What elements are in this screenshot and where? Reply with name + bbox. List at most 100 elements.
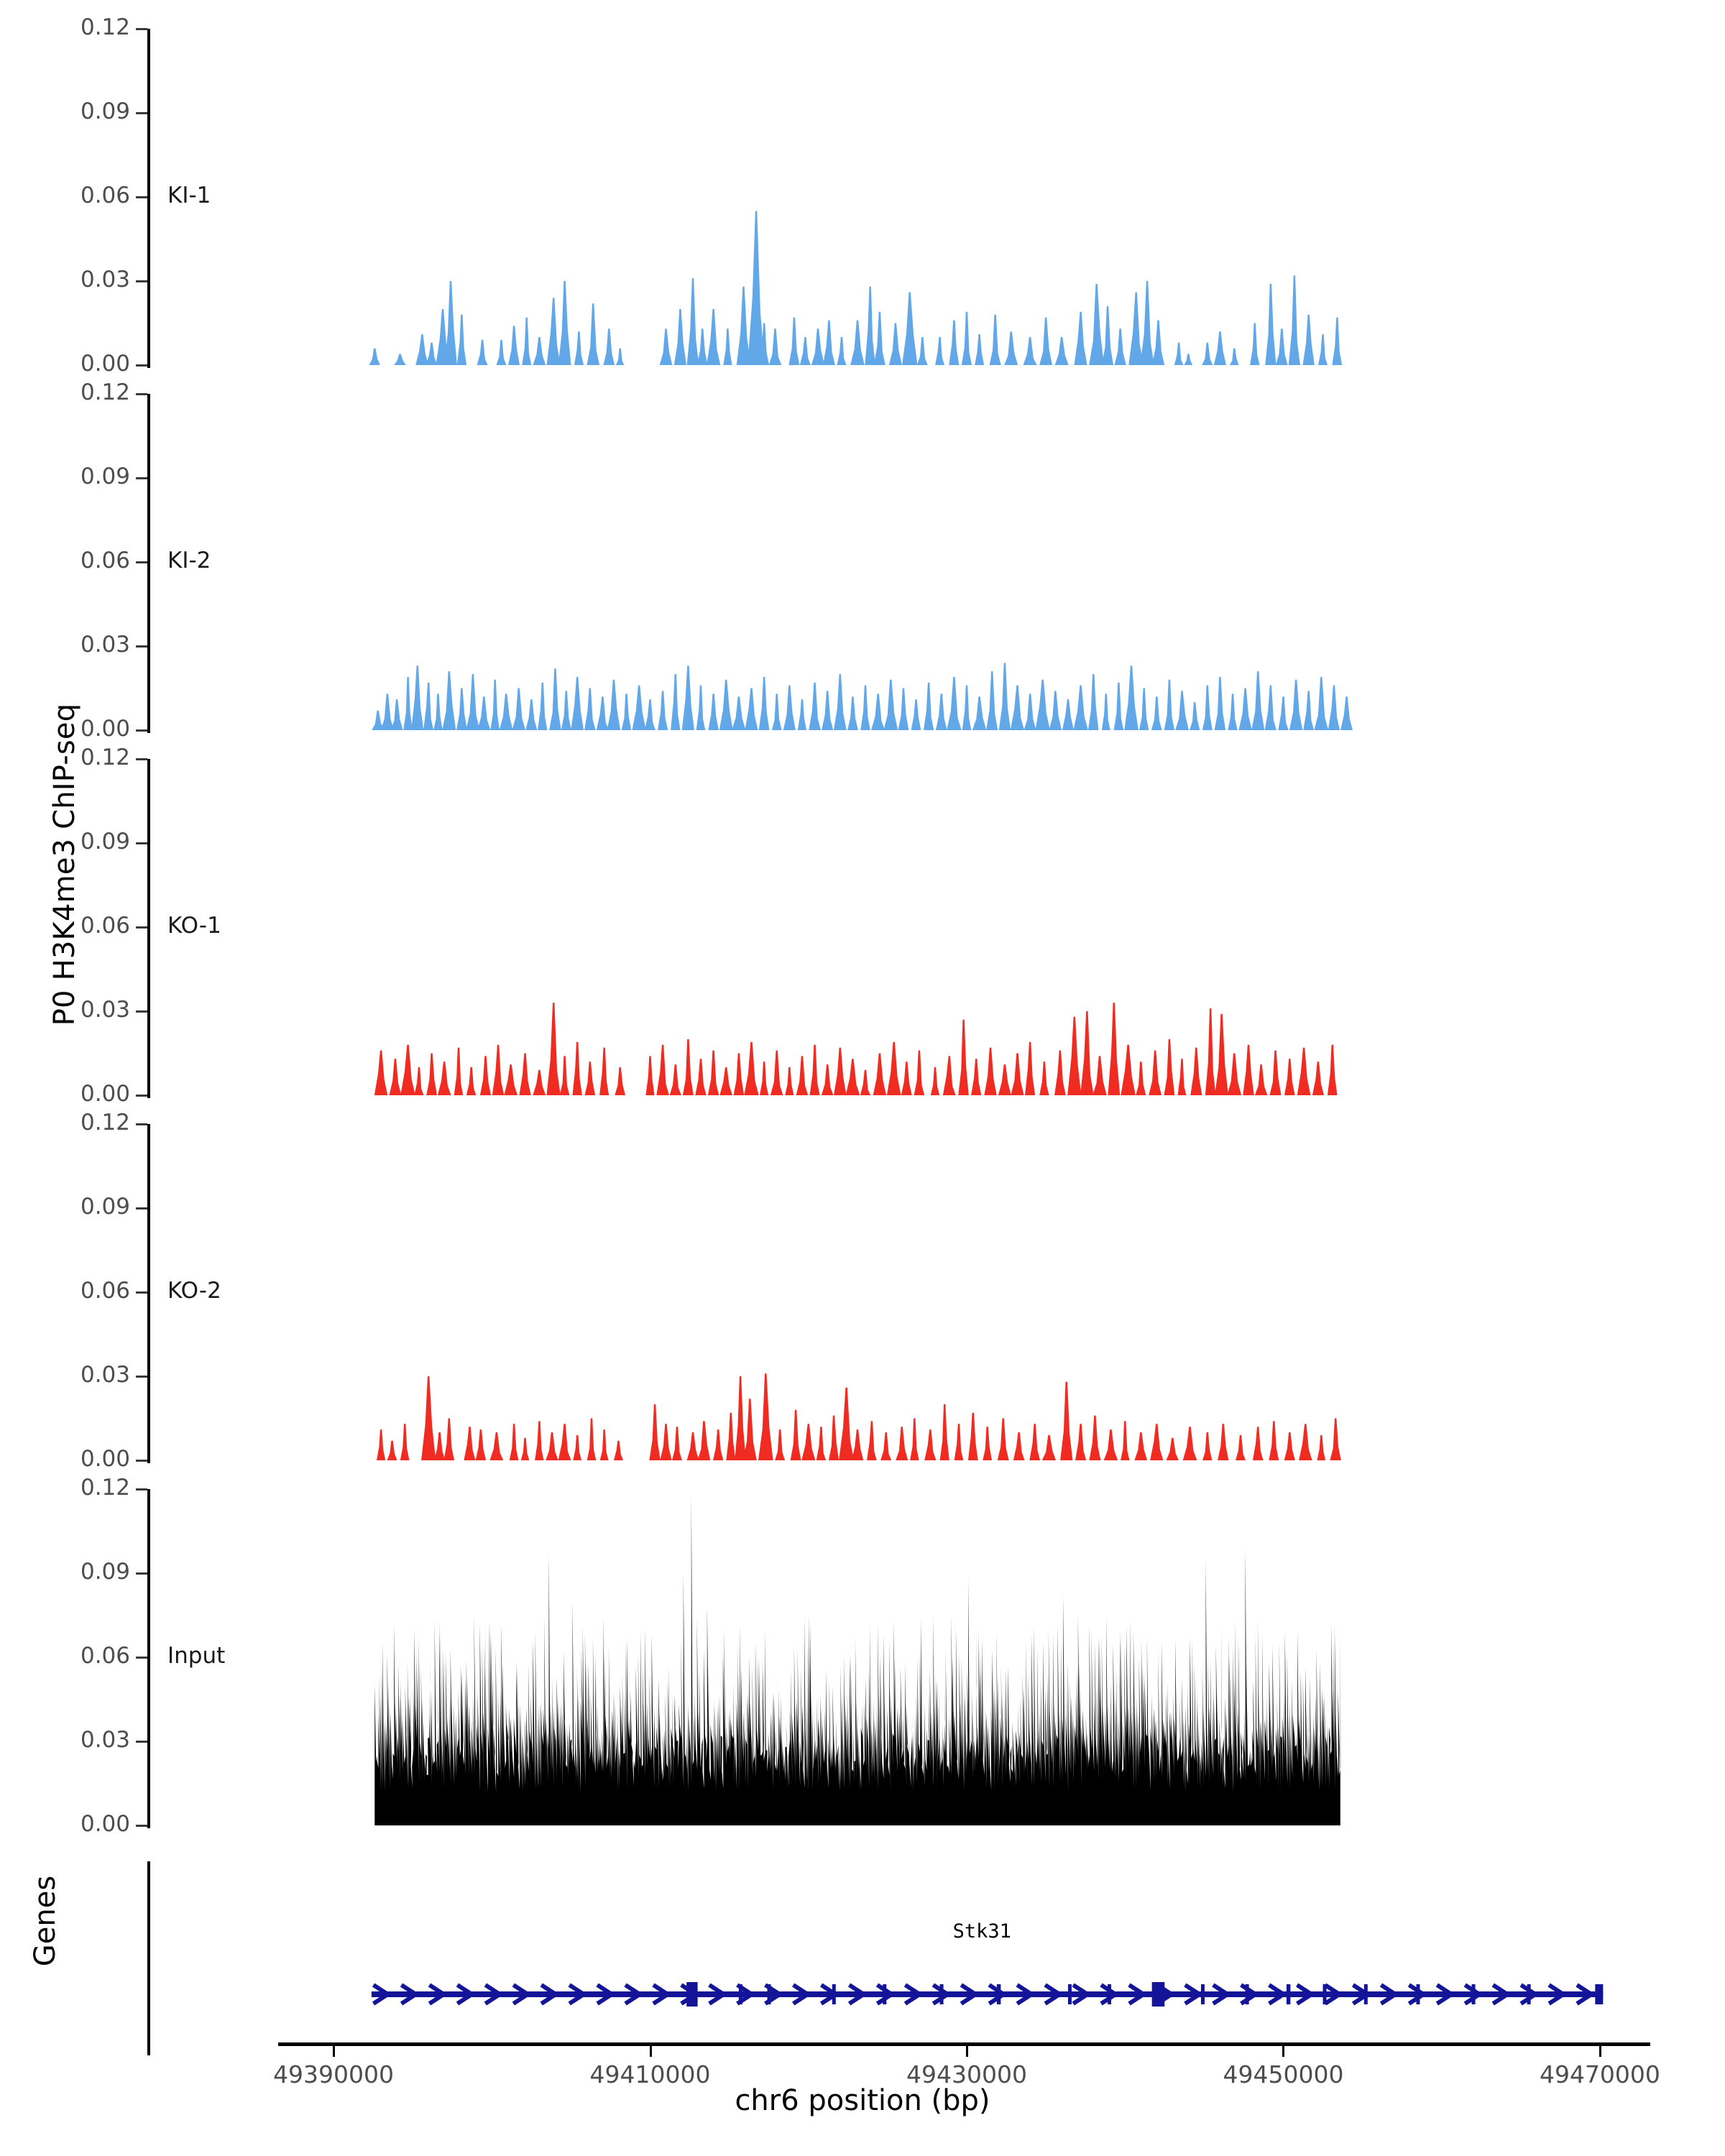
y-axis-tick	[136, 28, 147, 30]
coverage-panel-ko-1	[0, 752, 1725, 1098]
gene-exon	[1416, 1984, 1420, 2004]
gene-exon	[1527, 1984, 1531, 2004]
track-label-ko-1: KO-1	[167, 913, 221, 939]
coverage-panel-ki-1	[0, 22, 1725, 368]
x-axis-tick-label: 49450000	[1223, 2060, 1344, 2088]
y-axis-tick	[136, 758, 147, 760]
gene-strand-arrow-icon	[456, 1983, 476, 2006]
y-axis-tick	[136, 393, 147, 395]
gene-exon	[883, 1984, 887, 2004]
x-axis-label: chr6 position (bp)	[735, 2084, 990, 2117]
y-axis-tick-label: 0.00	[80, 1081, 130, 1107]
gene-exon	[996, 1984, 1001, 2004]
y-axis-tick	[136, 1095, 147, 1097]
y-axis-tick	[136, 1207, 147, 1210]
y-axis-tick-label: 0.00	[80, 1446, 130, 1472]
y-axis-tick-label: 0.00	[80, 351, 130, 377]
gene-strand-arrow-icon	[1128, 1983, 1148, 2006]
y-axis-tick	[136, 842, 147, 844]
x-axis-line	[277, 2042, 1651, 2046]
y-axis-spine	[147, 1489, 150, 1828]
gene-strand-arrow-icon	[1323, 1983, 1344, 2006]
y-axis-tick-label: 0.06	[80, 183, 130, 208]
x-axis-tick	[1598, 2046, 1601, 2057]
y-axis-tick	[136, 1825, 147, 1827]
y-axis-tick	[136, 926, 147, 929]
y-axis-spine	[147, 759, 150, 1098]
y-axis-tick-label: 0.09	[80, 1559, 130, 1585]
track-label-ki-1: KI-1	[167, 183, 211, 208]
y-axis-tick-label: 0.00	[80, 716, 130, 742]
gene-exon	[1471, 1984, 1476, 2004]
x-axis-tick	[966, 2046, 968, 2057]
y-axis-tick-label: 0.06	[80, 1643, 130, 1669]
gene-strand-arrow-icon	[512, 1983, 532, 2006]
gene-strand-arrow-icon	[1407, 1983, 1427, 2006]
gene-strand-arrow-icon	[903, 1983, 924, 2006]
gene-strand-arrow-icon	[1463, 1983, 1484, 2006]
gene-strand-arrow-icon	[1576, 1983, 1596, 2006]
gene-exon	[767, 1984, 771, 2004]
gene-exon	[738, 1984, 742, 2004]
y-axis-tick	[136, 196, 147, 198]
genes-axis-spine	[147, 1861, 150, 2055]
gene-strand-arrow-icon	[1268, 1983, 1288, 2006]
y-axis-spine	[147, 1124, 150, 1463]
y-axis-tick	[136, 729, 147, 732]
coverage-panel-input	[0, 1482, 1725, 1828]
gene-model-svg[interactable]	[0, 1962, 1725, 2027]
y-axis-spine	[147, 29, 150, 368]
y-axis-tick-label: 0.12	[80, 379, 130, 405]
gene-strand-arrow-icon	[708, 1983, 728, 2006]
gene-exon	[1286, 1984, 1291, 2004]
gene-exon	[1245, 1984, 1249, 2004]
gene-strand-arrow-icon	[764, 1983, 784, 2006]
gene-strand-arrow-icon	[1547, 1983, 1568, 2006]
gene-strand-arrow-icon	[1295, 1983, 1316, 2006]
gene-strand-arrow-icon	[428, 1983, 448, 2006]
gene-strand-arrow-icon	[1156, 1983, 1176, 2006]
gene-name-label: Stk31	[952, 1920, 1011, 1943]
gene-strand-arrow-icon	[596, 1983, 616, 2006]
gene-strand-arrow-icon	[847, 1983, 868, 2006]
gene-strand-arrow-icon	[568, 1983, 588, 2006]
coverage-area	[374, 1003, 1338, 1095]
gene-strand-arrow-icon	[1491, 1983, 1512, 2006]
y-axis-tick	[136, 280, 147, 282]
y-axis-tick-label: 0.03	[80, 267, 130, 292]
coverage-area	[374, 1494, 1341, 1825]
track-label-ko-2: KO-2	[167, 1278, 221, 1304]
y-axis-tick-label: 0.03	[80, 632, 130, 658]
gene-strand-arrow-icon	[1100, 1983, 1120, 2006]
y-axis-tick	[136, 645, 147, 648]
y-axis-tick	[136, 1010, 147, 1013]
gene-strand-arrow-icon	[1212, 1983, 1232, 2006]
gene-strand-arrow-icon	[1044, 1983, 1064, 2006]
gene-exon	[1595, 1984, 1604, 2004]
gene-strand-arrow-icon	[652, 1983, 672, 2006]
y-axis-tick-label: 0.09	[80, 1194, 130, 1220]
y-axis-tick	[136, 1460, 147, 1462]
gene-strand-arrow-icon	[540, 1983, 560, 2006]
track-label-input: Input	[167, 1643, 226, 1669]
gene-strand-arrow-icon	[484, 1983, 504, 2006]
gene-strand-arrow-icon	[960, 1983, 980, 2006]
coverage-area	[369, 211, 1343, 365]
x-axis-tick	[1282, 2046, 1285, 2057]
y-axis-tick	[136, 1572, 147, 1575]
gene-strand-arrow-icon	[1184, 1983, 1204, 2006]
y-axis-tick-label: 0.09	[80, 98, 130, 124]
coverage-panel-ko-2	[0, 1117, 1725, 1463]
gene-strand-arrow-icon	[680, 1983, 700, 2006]
y-axis-tick-label: 0.06	[80, 548, 130, 573]
y-axis-tick	[136, 1657, 147, 1659]
y-axis-tick-label: 0.00	[80, 1811, 130, 1837]
gene-backbone	[371, 1991, 1604, 1997]
y-axis-tick-label: 0.12	[80, 1110, 130, 1135]
y-axis-tick	[136, 1291, 147, 1294]
y-axis-tick-label: 0.12	[80, 14, 130, 40]
y-axis-tick	[136, 364, 147, 367]
x-axis-tick	[649, 2046, 652, 2057]
gene-strand-arrow-icon	[372, 1983, 392, 2006]
gene-strand-arrow-icon	[1379, 1983, 1399, 2006]
